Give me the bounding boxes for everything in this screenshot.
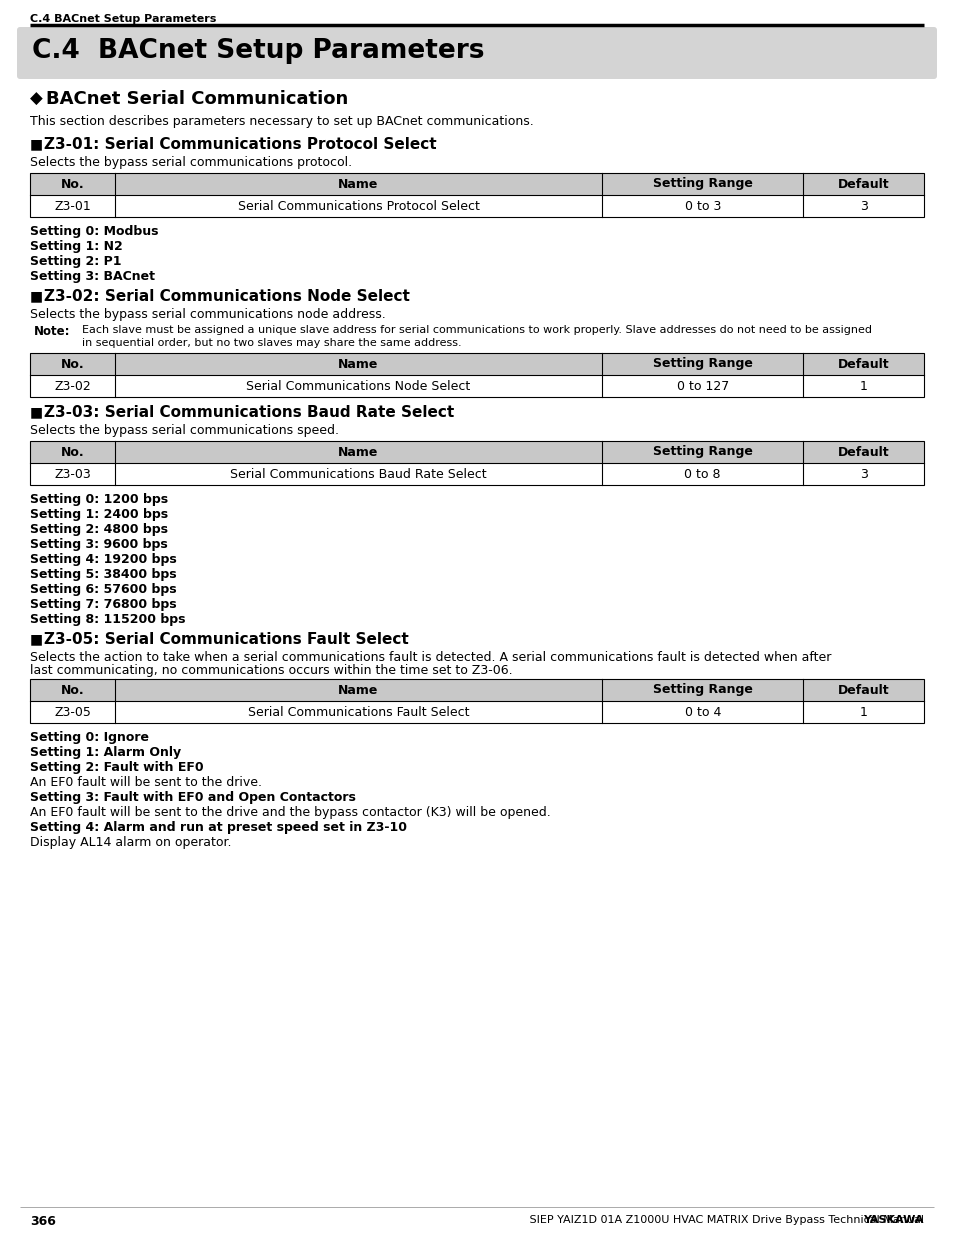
Bar <box>30 173 923 195</box>
Text: Z3-02: Serial Communications Node Select: Z3-02: Serial Communications Node Select <box>44 289 410 304</box>
Text: 0 to 127: 0 to 127 <box>676 379 728 393</box>
Text: Setting 4: 19200 bps: Setting 4: 19200 bps <box>30 553 176 566</box>
Text: Serial Communications Fault Select: Serial Communications Fault Select <box>248 705 469 719</box>
Text: Setting 0: Ignore: Setting 0: Ignore <box>30 731 149 743</box>
Bar <box>30 463 923 485</box>
Text: Selects the action to take when a serial communications fault is detected. A ser: Selects the action to take when a serial… <box>30 651 830 664</box>
Text: Each slave must be assigned a unique slave address for serial communications to : Each slave must be assigned a unique sla… <box>82 325 871 335</box>
Text: No.: No. <box>61 357 84 370</box>
Bar <box>30 353 923 375</box>
Text: 0 to 3: 0 to 3 <box>684 200 720 212</box>
FancyBboxPatch shape <box>17 27 936 79</box>
Text: Setting 3: Fault with EF0 and Open Contactors: Setting 3: Fault with EF0 and Open Conta… <box>30 790 355 804</box>
Text: Setting 8: 115200 bps: Setting 8: 115200 bps <box>30 613 185 626</box>
Text: Setting 7: 76800 bps: Setting 7: 76800 bps <box>30 598 176 611</box>
Text: Setting 1: N2: Setting 1: N2 <box>30 240 123 253</box>
Text: No.: No. <box>61 446 84 458</box>
Text: Name: Name <box>338 683 378 697</box>
Text: 1: 1 <box>859 379 866 393</box>
Text: Selects the bypass serial communications node address.: Selects the bypass serial communications… <box>30 308 385 321</box>
Bar <box>30 353 923 396</box>
Text: No.: No. <box>61 178 84 190</box>
Text: No.: No. <box>61 683 84 697</box>
Text: ◆: ◆ <box>30 90 43 107</box>
Text: An EF0 fault will be sent to the drive.: An EF0 fault will be sent to the drive. <box>30 776 262 789</box>
Text: YASKAWA: YASKAWA <box>862 1215 923 1225</box>
Text: Setting 4: Alarm and run at preset speed set in Z3-10: Setting 4: Alarm and run at preset speed… <box>30 821 407 834</box>
Text: 0 to 4: 0 to 4 <box>684 705 720 719</box>
Text: 1: 1 <box>859 705 866 719</box>
Text: SIEP YAIZ1D 01A Z1000U HVAC MATRIX Drive Bypass Technical Manual: SIEP YAIZ1D 01A Z1000U HVAC MATRIX Drive… <box>525 1215 923 1225</box>
Text: C.4 BACnet Setup Parameters: C.4 BACnet Setup Parameters <box>30 14 216 23</box>
Text: BACnet Serial Communication: BACnet Serial Communication <box>46 90 348 107</box>
Bar <box>30 441 923 463</box>
Text: Default: Default <box>837 178 888 190</box>
Text: Serial Communications Baud Rate Select: Serial Communications Baud Rate Select <box>230 468 486 480</box>
Bar <box>30 441 923 485</box>
Text: Z3-02: Z3-02 <box>54 379 91 393</box>
Text: This section describes parameters necessary to set up BACnet communications.: This section describes parameters necess… <box>30 115 533 128</box>
Bar <box>30 701 923 722</box>
Text: Setting Range: Setting Range <box>652 446 752 458</box>
Text: Name: Name <box>338 357 378 370</box>
Text: 3: 3 <box>859 200 866 212</box>
Text: Name: Name <box>338 446 378 458</box>
Text: Serial Communications Protocol Select: Serial Communications Protocol Select <box>237 200 479 212</box>
Text: 3: 3 <box>859 468 866 480</box>
Text: Default: Default <box>837 357 888 370</box>
Text: Setting 6: 57600 bps: Setting 6: 57600 bps <box>30 583 176 597</box>
Text: Setting 0: 1200 bps: Setting 0: 1200 bps <box>30 493 168 506</box>
Text: ■: ■ <box>30 632 43 646</box>
Bar <box>30 195 923 217</box>
Text: Setting Range: Setting Range <box>652 178 752 190</box>
Text: Setting 1: 2400 bps: Setting 1: 2400 bps <box>30 508 168 521</box>
Text: Z3-05: Z3-05 <box>54 705 91 719</box>
Bar <box>30 679 923 701</box>
Text: C.4  BACnet Setup Parameters: C.4 BACnet Setup Parameters <box>32 38 484 64</box>
Text: Setting 2: P1: Setting 2: P1 <box>30 254 121 268</box>
Text: Z3-01: Z3-01 <box>54 200 91 212</box>
Text: Setting 0: Modbus: Setting 0: Modbus <box>30 225 158 238</box>
Text: Z3-03: Serial Communications Baud Rate Select: Z3-03: Serial Communications Baud Rate S… <box>44 405 454 420</box>
Text: Default: Default <box>837 683 888 697</box>
Text: ■: ■ <box>30 137 43 151</box>
Text: Z3-03: Z3-03 <box>54 468 91 480</box>
Text: in sequential order, but no two slaves may share the same address.: in sequential order, but no two slaves m… <box>82 338 461 348</box>
Text: Setting 3: 9600 bps: Setting 3: 9600 bps <box>30 538 168 551</box>
Text: ■: ■ <box>30 289 43 303</box>
Text: Z3-01: Serial Communications Protocol Select: Z3-01: Serial Communications Protocol Se… <box>44 137 436 152</box>
Text: Setting 2: Fault with EF0: Setting 2: Fault with EF0 <box>30 761 203 774</box>
Text: Selects the bypass serial communications speed.: Selects the bypass serial communications… <box>30 424 338 437</box>
Text: Setting Range: Setting Range <box>652 357 752 370</box>
Text: Z3-05: Serial Communications Fault Select: Z3-05: Serial Communications Fault Selec… <box>44 632 408 647</box>
Text: Selects the bypass serial communications protocol.: Selects the bypass serial communications… <box>30 156 352 169</box>
Text: Display AL14 alarm on operator.: Display AL14 alarm on operator. <box>30 836 232 848</box>
Text: Setting 2: 4800 bps: Setting 2: 4800 bps <box>30 522 168 536</box>
Text: Serial Communications Node Select: Serial Communications Node Select <box>246 379 470 393</box>
Text: Default: Default <box>837 446 888 458</box>
Text: last communicating, no communications occurs within the time set to Z3-06.: last communicating, no communications oc… <box>30 664 512 677</box>
Text: 366: 366 <box>30 1215 56 1228</box>
Text: 0 to 8: 0 to 8 <box>683 468 720 480</box>
Text: Setting Range: Setting Range <box>652 683 752 697</box>
Bar <box>30 173 923 217</box>
Bar <box>30 375 923 396</box>
Text: An EF0 fault will be sent to the drive and the bypass contactor (K3) will be ope: An EF0 fault will be sent to the drive a… <box>30 806 550 819</box>
Bar <box>30 679 923 722</box>
Text: ■: ■ <box>30 405 43 419</box>
Text: Note:: Note: <box>34 325 71 338</box>
Text: Name: Name <box>338 178 378 190</box>
Text: Setting 5: 38400 bps: Setting 5: 38400 bps <box>30 568 176 580</box>
Text: Setting 3: BACnet: Setting 3: BACnet <box>30 270 154 283</box>
Text: Setting 1: Alarm Only: Setting 1: Alarm Only <box>30 746 181 760</box>
